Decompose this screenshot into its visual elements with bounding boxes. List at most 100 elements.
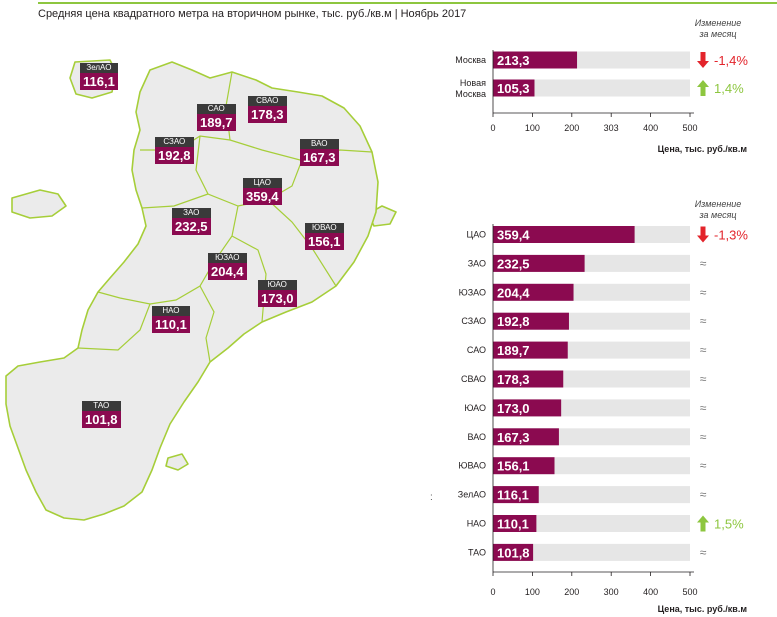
chart2-tick-label: 500: [682, 587, 697, 597]
map-label-yuvao: ЮВАО 156,1: [305, 223, 344, 250]
chart2-arrow-down-icon: [697, 226, 709, 243]
chart2-bar: [493, 486, 539, 504]
chart2-change-approx: ≈: [700, 256, 707, 270]
chart2-change-approx: ≈: [700, 488, 707, 502]
chart2-change-approx: ≈: [700, 285, 707, 299]
chart2-change-approx: ≈: [700, 372, 707, 386]
chart2-value-label: 178,3: [497, 372, 530, 387]
chart1-change-header: за месяц: [698, 29, 736, 39]
chart2-change-approx: ≈: [700, 430, 707, 444]
chart1-tick-label: 303: [604, 123, 619, 133]
chart2-bar: [493, 543, 534, 561]
chart1-bar-track: [493, 79, 690, 97]
chart2-bar-track: [493, 457, 690, 475]
map-label-nao: НАО 110,1: [152, 306, 190, 333]
chart2-value-label: 173,0: [497, 401, 530, 416]
district-value: 204,4: [208, 263, 247, 280]
district-value: 116,1: [80, 73, 118, 90]
chart2-bar: [493, 399, 562, 417]
chart2-bar: [493, 226, 635, 243]
chart2-value-label: 110,1: [497, 517, 529, 532]
district-value: 192,8: [155, 147, 194, 164]
chart2-bar: [493, 341, 568, 359]
chart2-bar-track: [493, 399, 690, 417]
chart2-tick-label: 400: [643, 587, 658, 597]
chart2-bar: [493, 370, 564, 388]
district-value: 101,8: [82, 411, 121, 428]
chart1-arrow-down-icon: [697, 52, 709, 68]
separator-mark: :: [430, 492, 433, 503]
chart2-category-label: САО: [467, 345, 486, 355]
chart2-category-label: ЮВАО: [458, 461, 486, 471]
chart1-bar: [493, 51, 578, 69]
chart2-category-label: ВАО: [467, 432, 486, 442]
chart2-tick-label: 300: [604, 587, 619, 597]
map-inner-border-3: [141, 193, 209, 209]
district-name: ЮЗАО: [208, 253, 247, 263]
district-name: ЮВАО: [305, 223, 344, 233]
chart2-value-label: 232,5: [497, 256, 530, 271]
chart2-bar-track: [493, 515, 690, 532]
chart2-change-approx: ≈: [700, 459, 707, 473]
chart1-change-value: -1,4%: [714, 53, 748, 68]
district-name: СВАО: [248, 96, 287, 106]
chart2-bar-track: [493, 341, 690, 359]
chart2-bar-track: [493, 226, 690, 243]
district-name: СЗАО: [155, 137, 194, 147]
chart1-category-label: Москва: [455, 55, 486, 65]
chart1-x-axis-label: Цена, тыс. руб./кв.м: [658, 144, 748, 154]
district-value: 167,3: [300, 149, 339, 166]
chart1-change-header: Изменение: [695, 18, 742, 28]
district-value: 359,4: [243, 188, 282, 205]
chart1-change-value: 1,4%: [714, 81, 744, 96]
chart1-tick-label: 500: [682, 123, 697, 133]
chart1-category-label: Москва: [455, 89, 486, 99]
map-south-enclave: [165, 453, 189, 471]
chart2-bar: [493, 457, 555, 475]
chart2-bar-track: [493, 486, 690, 504]
district-name: ЮАО: [258, 280, 297, 290]
chart2-change-value: -1,3%: [714, 228, 748, 243]
chart2-change-approx: ≈: [700, 401, 707, 415]
chart1-bar: [493, 79, 535, 97]
district-value: 173,0: [258, 290, 297, 307]
map-label-yuzao: ЮЗАО 204,4: [208, 253, 247, 280]
chart2-category-label: ЮАО: [464, 403, 486, 413]
chart1-tick-label: 0: [490, 123, 495, 133]
page-title: Средняя цена квадратного метра на вторич…: [38, 8, 467, 20]
map-label-svao: СВАО 178,3: [248, 96, 287, 123]
map-label-vao: ВАО 167,3: [300, 139, 339, 166]
chart2-category-label: ТАО: [468, 547, 486, 557]
chart1-tick-label: 200: [564, 123, 579, 133]
chart2-change-approx: ≈: [700, 314, 707, 328]
chart2-x-axis-label: Цена, тыс. руб./кв.м: [658, 604, 748, 614]
chart2-change-value: 1,5%: [714, 517, 744, 532]
chart2-value-label: 167,3: [497, 430, 530, 445]
chart2-bar: [493, 428, 559, 446]
chart2-value-label: 156,1: [497, 459, 530, 474]
district-name: САО: [197, 104, 236, 114]
district-name: ЗАО: [172, 208, 211, 218]
chart1-value-label: 105,3: [497, 81, 530, 96]
chart2-category-label: СЗАО: [461, 316, 486, 326]
chart1-tick-label: 100: [525, 123, 540, 133]
chart2-tick-label: 100: [525, 587, 540, 597]
map-west-enclave: [11, 189, 67, 219]
map-label-sao: САО 189,7: [197, 104, 236, 131]
district-name: НАО: [152, 306, 190, 316]
chart2-value-label: 359,4: [497, 228, 530, 243]
chart2-value-label: 116,1: [497, 488, 529, 503]
chart2-bar: [493, 254, 585, 272]
chart2-bar-track: [493, 543, 690, 561]
chart2-change-approx: ≈: [700, 343, 707, 357]
chart2-bar-track: [493, 283, 690, 301]
chart2-change-header: за месяц: [698, 210, 736, 220]
map-label-tao: ТАО 101,8: [82, 401, 121, 428]
map-label-szao: СЗАО 192,8: [155, 137, 194, 164]
map-inner-border-4: [97, 205, 239, 305]
map-inner-border-7: [199, 285, 215, 363]
chart2-value-label: 192,8: [497, 314, 530, 329]
chart2-value-label: 189,7: [497, 343, 530, 358]
map-label-zelao: ЗелАО 116,1: [80, 63, 118, 90]
district-value: 110,1: [152, 316, 190, 333]
